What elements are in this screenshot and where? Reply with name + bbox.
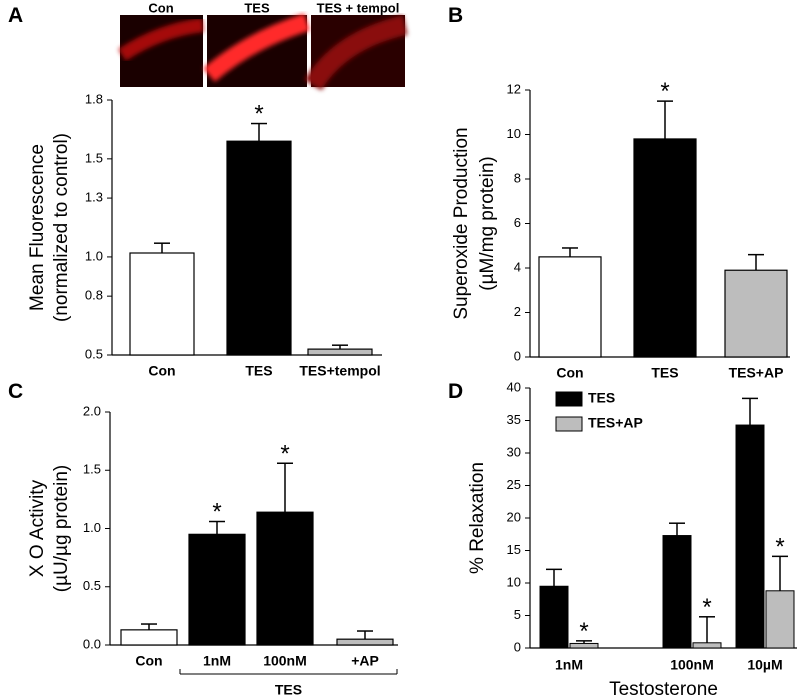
significance-mark: * [579,618,588,645]
y-tick-label: 12 [507,81,521,96]
x-tick-label: TES+tempol [299,363,380,379]
significance-mark: * [702,594,711,621]
y-tick-label: 15 [507,542,521,557]
y-tick-label: 10 [507,574,521,589]
y-tick-label: 1.0 [85,248,103,263]
x-tick-label: TES [651,365,678,381]
image-label: TES [244,0,270,15]
micrographs [118,13,408,91]
y-tick-label: 4 [514,259,521,274]
y-tick-label: 0.5 [85,346,103,361]
x-tick-label: 1nM [203,653,231,669]
panel: D 0 5 10 15 20 25 30 35 40 % Relaxation 1nM 100nM 10µ… [448,379,797,699]
bar [692,642,722,649]
y-tick-label: 25 [507,477,521,492]
image-label: Con [148,0,173,15]
x-tick-label: Con [135,653,162,669]
legend-swatch [555,391,583,407]
significance-mark: * [254,101,263,128]
y-tick-label: 2 [514,304,521,319]
x-tick-label: TES+AP [729,365,784,381]
y-axis-title: (µU/µg protein) [51,465,72,593]
y-tick-label: 30 [507,444,521,459]
legend-label: TES [588,390,615,406]
legend-label: TES+AP [588,415,643,431]
significance-mark: * [660,78,669,105]
y-axis-title: (µM/mg protein) [477,156,498,290]
y-tick-label: 2.0 [83,403,101,418]
bar [662,535,692,649]
bar [735,424,765,649]
x-tick-label: 100nM [670,657,714,673]
bar [226,140,292,356]
bar [256,511,314,646]
panel: C 0.0 0.5 1.0 1.5 2.0 X O Activity (µU/µg prote… [8,380,398,698]
bar [120,629,178,646]
image-label: TES + tempol [317,0,400,15]
y-tick-label: 5 [514,607,521,622]
x-tick-label: 10µM [747,657,782,673]
legend-swatch [555,416,583,432]
x-tick-label: Con [556,365,583,381]
significance-mark: * [212,499,221,526]
group-label: TES [275,682,302,698]
panel-letter: C [8,380,23,403]
y-tick-label: 0 [514,348,521,363]
bar [724,269,788,358]
y-tick-label: 35 [507,412,521,427]
x-axis-title: Testosterone [609,679,718,699]
x-tick-label: Con [148,363,175,379]
significance-mark: * [280,440,289,467]
y-axis-title: Superoxide Production [451,127,472,319]
y-tick-label: 0 [514,639,521,654]
bar [538,256,602,358]
y-tick-label: 1.3 [85,190,103,205]
panel-letter: A [8,4,23,27]
bar [633,138,697,358]
x-tick-label: 100nM [263,653,307,669]
panel-letter: B [448,4,463,27]
y-tick-label: 1.0 [83,520,101,535]
bar [307,348,373,356]
y-tick-label: 0.0 [83,636,101,651]
y-tick-label: 6 [514,215,521,230]
x-tick-label: TES [245,363,272,379]
image-stain [203,13,310,82]
bar [188,533,246,646]
y-axis-title: (normalized to control) [51,133,72,322]
panel: B 0 2 4 6 8 10 12 Superoxide Production (µM/mg pr… [448,4,790,381]
bar [336,638,394,646]
y-axis-title: Mean Fluorescence [27,144,48,311]
y-axis-title: % Relaxation [467,462,488,574]
y-tick-label: 20 [507,509,521,524]
x-tick-label: 1nM [555,657,583,673]
image-stain [304,15,408,91]
y-tick-label: 8 [514,170,521,185]
y-tick-label: 1.5 [83,462,101,477]
bar [765,590,795,649]
y-tick-label: 0.8 [85,288,103,303]
y-axis-title: X O Activity [27,479,48,577]
panel-letter: D [448,380,463,403]
y-tick-label: 1.8 [85,91,103,106]
significance-mark: * [775,533,784,560]
y-tick-label: 0.5 [83,578,101,593]
y-tick-label: 1.5 [85,150,103,165]
panel: A 0.5 0.8 1.0 1.3 1.5 1.8 Mean Fluorescence (nor… [8,4,382,379]
y-tick-label: 10 [507,126,521,141]
x-tick-label: +AP [351,653,379,669]
bar [129,252,195,356]
bar [539,585,569,649]
y-tick-label: 40 [507,379,521,394]
image-stain [118,18,204,61]
